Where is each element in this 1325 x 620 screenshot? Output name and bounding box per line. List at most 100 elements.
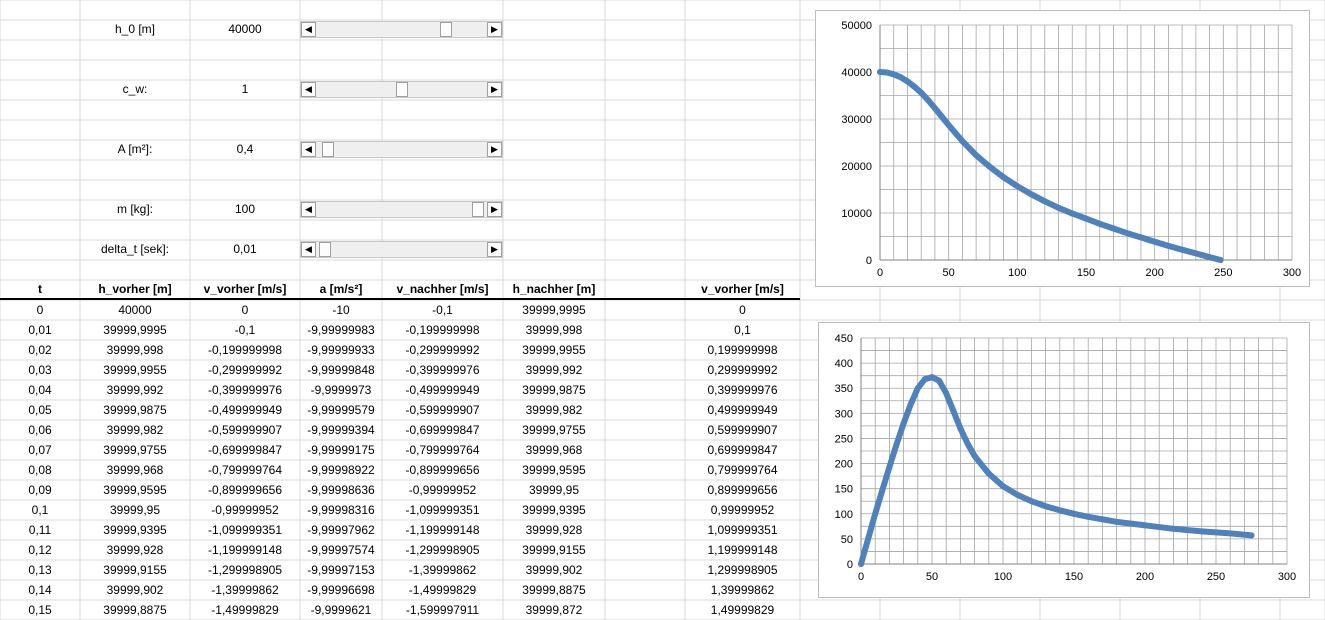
table-cell[interactable]: -1,39999862 bbox=[408, 563, 477, 577]
table-cell[interactable]: -1,199999148 bbox=[207, 543, 283, 557]
table-cell[interactable]: 39999,998 bbox=[106, 343, 164, 357]
table-cell[interactable]: 39999,9595 bbox=[103, 483, 167, 497]
slider-right-arrow-icon[interactable]: ▶ bbox=[487, 142, 502, 157]
table-cell[interactable]: -0,199999998 bbox=[405, 323, 480, 337]
table-cell[interactable]: -9,9999621 bbox=[310, 603, 372, 617]
slider-right-arrow-icon[interactable]: ▶ bbox=[487, 22, 502, 37]
table-cell[interactable]: 0 bbox=[36, 303, 44, 317]
table-cell[interactable]: 39999,8875 bbox=[103, 603, 167, 617]
table-cell[interactable]: -0,99999952 bbox=[211, 503, 279, 517]
table-cell[interactable]: -0,199999998 bbox=[207, 343, 283, 357]
param-value-4[interactable]: 0,01 bbox=[233, 242, 257, 256]
table-cell[interactable]: -10 bbox=[332, 303, 350, 317]
table-cell[interactable]: -0,699999847 bbox=[405, 423, 480, 437]
table-cell[interactable]: 0 bbox=[739, 303, 746, 317]
table-cell[interactable]: -0,799999764 bbox=[207, 463, 283, 477]
table-cell[interactable]: 0,13 bbox=[28, 563, 52, 577]
table-cell[interactable]: 0,99999952 bbox=[710, 503, 775, 517]
table-cell[interactable]: -9,99998636 bbox=[307, 483, 375, 497]
table-cell[interactable]: 39999,9155 bbox=[103, 563, 167, 577]
slider-thumb[interactable] bbox=[319, 242, 331, 257]
height-chart[interactable]: 0 50 100 150 200 250 300 0 10000 20000 30000 40000 5… bbox=[815, 10, 1310, 287]
table-cell[interactable]: 39999,9395 bbox=[103, 523, 167, 537]
param-slider-0[interactable]: ◀ ▶ bbox=[300, 21, 503, 38]
table-cell[interactable]: -1,49999829 bbox=[408, 583, 477, 597]
param-label-2[interactable]: A [m²]: bbox=[117, 142, 153, 156]
table-cell[interactable]: -1,099999351 bbox=[207, 523, 283, 537]
table-cell[interactable]: 0,11 bbox=[28, 523, 52, 537]
table-cell[interactable]: 39999,9995 bbox=[522, 303, 586, 317]
table-cell[interactable]: 39999,9955 bbox=[522, 343, 586, 357]
table-cell[interactable]: 0,08 bbox=[28, 463, 52, 477]
table-cell[interactable]: 0,05 bbox=[28, 403, 52, 417]
table-cell[interactable]: 0,12 bbox=[28, 543, 52, 557]
table-cell[interactable]: 0,499999949 bbox=[707, 403, 778, 417]
table-header-5[interactable]: h_nachher [m] bbox=[512, 282, 596, 296]
table-cell[interactable]: 0,199999998 bbox=[707, 343, 778, 357]
table-cell[interactable]: 0,03 bbox=[28, 363, 52, 377]
table-cell[interactable]: -9,99999175 bbox=[307, 443, 375, 457]
table-cell[interactable]: -0,599999907 bbox=[207, 423, 283, 437]
table-header-0[interactable]: t bbox=[38, 282, 42, 296]
table-cell[interactable]: 39999,982 bbox=[106, 423, 164, 437]
table-cell[interactable]: 39999,9875 bbox=[103, 403, 167, 417]
table-cell[interactable]: 39999,9395 bbox=[522, 503, 586, 517]
table-cell[interactable]: 40000 bbox=[118, 303, 152, 317]
table-cell[interactable]: 0,799999764 bbox=[707, 463, 778, 477]
table-cell[interactable]: -0,499999949 bbox=[405, 383, 480, 397]
table-cell[interactable]: 39999,928 bbox=[106, 543, 164, 557]
table-cell[interactable]: -0,1 bbox=[234, 323, 256, 337]
table-cell[interactable]: 0,15 bbox=[28, 603, 52, 617]
table-cell[interactable]: -9,99998922 bbox=[307, 463, 375, 477]
table-cell[interactable]: -0,1 bbox=[432, 303, 453, 317]
table-cell[interactable]: 0,299999992 bbox=[707, 363, 778, 377]
table-cell[interactable]: 39999,9755 bbox=[103, 443, 167, 457]
table-cell[interactable]: 39999,9875 bbox=[522, 383, 586, 397]
table-cell[interactable]: -1,199999148 bbox=[405, 523, 480, 537]
table-cell[interactable]: 39999,95 bbox=[528, 483, 580, 497]
table-cell[interactable]: 39999,9155 bbox=[522, 543, 586, 557]
slider-left-arrow-icon[interactable]: ◀ bbox=[301, 202, 316, 217]
table-cell[interactable]: 39999,95 bbox=[109, 503, 161, 517]
table-cell[interactable]: -0,299999992 bbox=[405, 343, 480, 357]
table-cell[interactable]: 0,04 bbox=[28, 383, 52, 397]
table-cell[interactable]: 0,1 bbox=[734, 323, 751, 337]
table-cell[interactable]: -9,99998316 bbox=[307, 503, 375, 517]
table-cell[interactable]: -0,399999976 bbox=[405, 363, 480, 377]
param-slider-3[interactable]: ◀ ▶ bbox=[300, 201, 503, 218]
table-header-6[interactable]: v_vorher [m/s] bbox=[701, 282, 784, 296]
param-label-4[interactable]: delta_t [sek]: bbox=[100, 242, 170, 256]
slider-right-arrow-icon[interactable]: ▶ bbox=[487, 202, 502, 217]
table-cell[interactable]: -9,99996698 bbox=[307, 583, 375, 597]
table-cell[interactable]: 0,01 bbox=[28, 323, 52, 337]
param-slider-1[interactable]: ◀ ▶ bbox=[300, 81, 503, 98]
table-cell[interactable]: 0,599999907 bbox=[707, 423, 778, 437]
table-cell[interactable]: 39999,9995 bbox=[103, 323, 167, 337]
slider-thumb[interactable] bbox=[440, 22, 452, 37]
param-slider-4[interactable]: ◀ ▶ bbox=[300, 241, 503, 258]
param-value-0[interactable]: 40000 bbox=[228, 22, 262, 36]
table-cell[interactable]: 1,099999351 bbox=[707, 523, 778, 537]
table-cell[interactable]: -0,399999976 bbox=[207, 383, 283, 397]
table-cell[interactable]: -0,899999656 bbox=[405, 463, 480, 477]
table-cell[interactable]: -0,699999847 bbox=[207, 443, 283, 457]
param-value-3[interactable]: 100 bbox=[234, 202, 256, 216]
table-cell[interactable]: 1,39999862 bbox=[710, 583, 775, 597]
table-cell[interactable]: 1,199999148 bbox=[707, 543, 778, 557]
table-cell[interactable]: 0,06 bbox=[28, 423, 52, 437]
table-cell[interactable]: 0,399999976 bbox=[707, 383, 778, 397]
table-cell[interactable]: 39999,8875 bbox=[522, 583, 586, 597]
table-cell[interactable]: -9,99999983 bbox=[307, 323, 375, 337]
table-cell[interactable]: -0,599999907 bbox=[405, 403, 480, 417]
table-cell[interactable]: -1,49999829 bbox=[211, 603, 279, 617]
param-slider-2[interactable]: ◀ ▶ bbox=[300, 141, 503, 158]
param-label-1[interactable]: c_w: bbox=[122, 82, 148, 96]
table-cell[interactable]: 39999,872 bbox=[525, 603, 583, 617]
slider-thumb[interactable] bbox=[322, 142, 334, 157]
table-cell[interactable]: -0,899999656 bbox=[207, 483, 283, 497]
param-value-1[interactable]: 1 bbox=[241, 82, 249, 96]
table-cell[interactable]: 39999,928 bbox=[525, 523, 583, 537]
table-cell[interactable]: -9,9999973 bbox=[310, 383, 372, 397]
table-cell[interactable]: 0,07 bbox=[28, 443, 52, 457]
table-cell[interactable]: -9,99999933 bbox=[307, 343, 375, 357]
